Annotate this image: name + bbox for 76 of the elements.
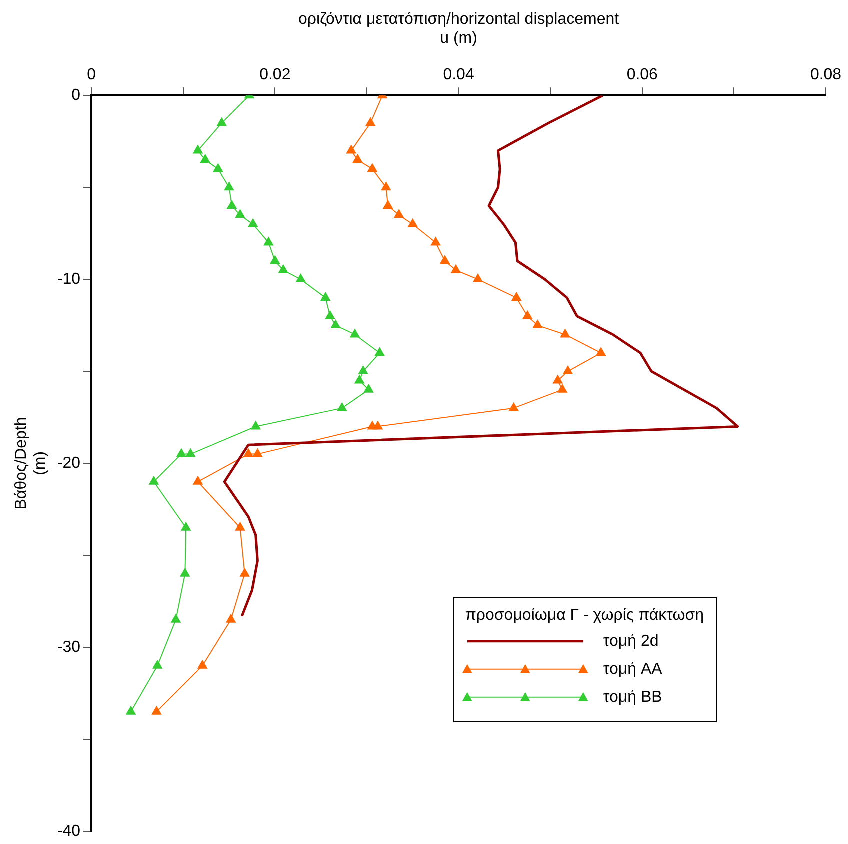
point [193, 476, 203, 485]
text: τομή 2d [603, 632, 659, 650]
point [354, 375, 364, 384]
point [440, 256, 450, 264]
point [296, 274, 306, 283]
legend-label: τομή AA [603, 660, 663, 678]
point [186, 448, 196, 458]
point [240, 568, 250, 577]
y-tick-label: -20 [57, 454, 81, 472]
point [149, 476, 159, 485]
y-tick-label: -40 [57, 822, 81, 840]
point [366, 118, 376, 126]
point [368, 164, 378, 172]
point [213, 164, 224, 172]
point [381, 182, 392, 191]
y-tick-label: -10 [57, 270, 81, 288]
point [180, 568, 190, 577]
point [430, 237, 441, 246]
point [512, 292, 522, 301]
x-axis-title: οριζόντια μετατόπιση/horizontal displacement u (m) [298, 11, 620, 48]
point [563, 366, 573, 375]
point [364, 384, 374, 393]
point [509, 402, 519, 412]
point [251, 421, 261, 430]
point [226, 614, 236, 623]
point [198, 660, 208, 669]
point [235, 210, 246, 218]
point [235, 522, 246, 531]
point [350, 329, 360, 338]
point [553, 375, 563, 384]
point [264, 237, 274, 246]
x-tick-label: 0.02 [260, 66, 291, 84]
point [330, 320, 341, 329]
point [325, 310, 336, 320]
point [352, 154, 363, 163]
point [346, 145, 356, 154]
point [171, 614, 181, 623]
point [244, 448, 254, 458]
x-tick-label: 0.04 [443, 66, 474, 84]
point [558, 384, 568, 393]
point [358, 366, 368, 375]
point [227, 200, 237, 209]
point [152, 706, 162, 715]
legend-title: προσομοίωμα Γ - χωρίς πάκτωση [465, 606, 704, 624]
legend-label: τομή BB [603, 688, 662, 706]
x-tick-label: 0.06 [626, 66, 658, 84]
point [152, 660, 162, 669]
y-tick-label: -30 [57, 638, 81, 656]
point [368, 421, 378, 430]
point [394, 210, 404, 218]
point [270, 256, 280, 264]
x-tick-label: 0.08 [810, 66, 842, 84]
point [522, 310, 532, 320]
x-tick-label: 0 [87, 66, 96, 84]
point [252, 448, 263, 458]
point [532, 320, 543, 329]
point [224, 182, 234, 191]
point [596, 348, 606, 356]
point [374, 348, 385, 356]
point [560, 329, 570, 338]
point [383, 200, 393, 209]
point [126, 706, 136, 715]
point [176, 448, 186, 458]
y-axis-title: Βάθος/Depth (m) [13, 417, 50, 510]
y-tick-label: 0 [72, 87, 81, 104]
point [200, 154, 210, 163]
point [278, 264, 288, 274]
point [451, 264, 461, 274]
point [473, 274, 483, 283]
point [181, 522, 191, 531]
point [408, 218, 418, 228]
point [217, 118, 227, 126]
point [337, 402, 347, 412]
point [248, 218, 258, 228]
point [193, 145, 203, 154]
point [320, 292, 330, 301]
